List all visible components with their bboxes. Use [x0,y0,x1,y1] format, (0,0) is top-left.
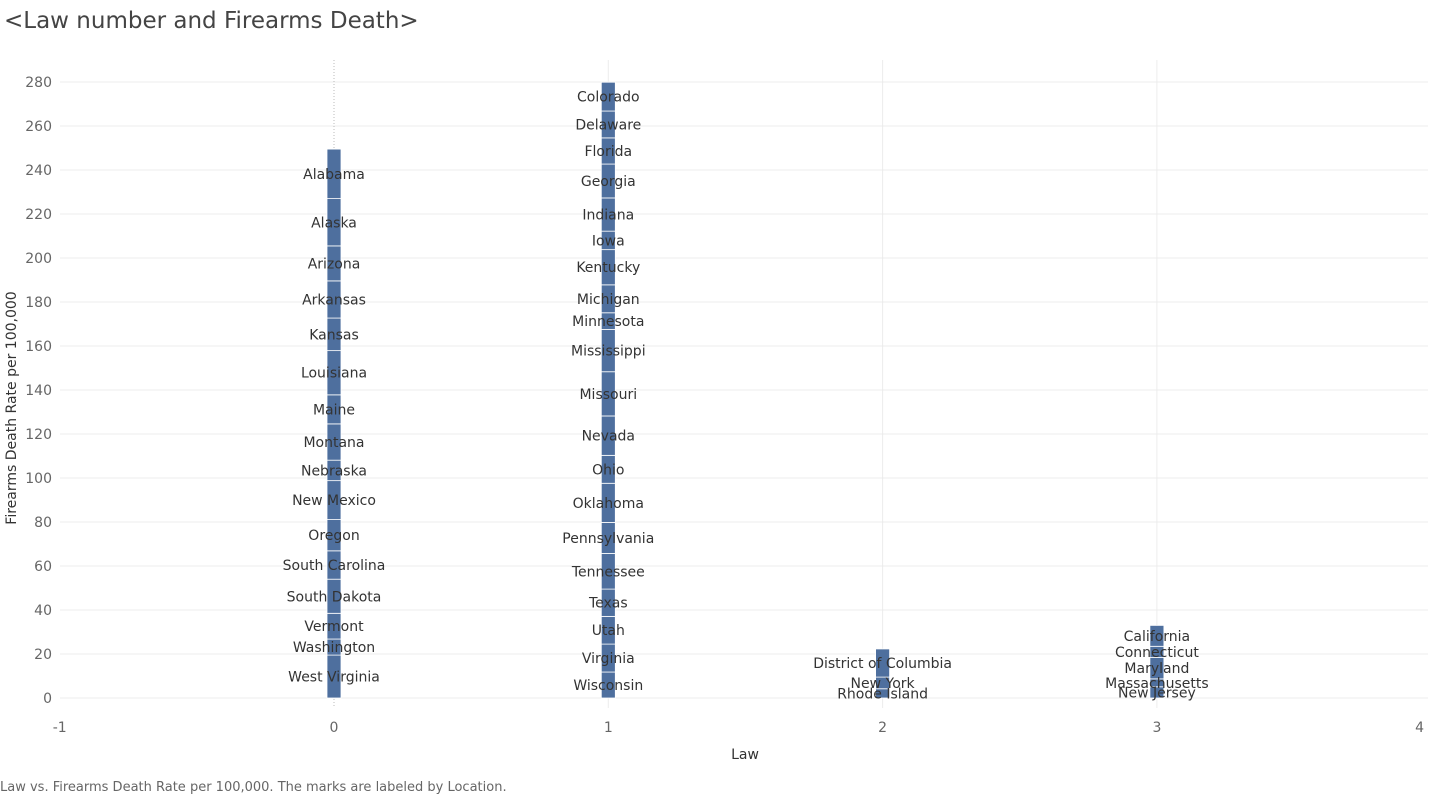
state-label: Alaska [311,215,357,231]
state-label: Michigan [577,292,640,308]
state-label: Louisiana [301,366,367,382]
x-tick-label: 2 [878,720,887,736]
state-label: Vermont [304,619,364,635]
state-label: Iowa [592,233,625,249]
state-label: Alabama [303,167,365,183]
x-tick-label: -1 [53,720,67,736]
y-tick-label: 80 [34,515,52,531]
y-tick-label: 260 [25,119,52,135]
x-tick-label: 4 [1415,720,1424,736]
state-label: South Carolina [283,558,386,574]
state-label: Colorado [577,90,640,106]
x-tick-label: 1 [604,720,613,736]
state-label: Oregon [308,528,359,544]
state-label: South Dakota [287,589,382,605]
y-tick-label: 160 [25,339,52,355]
state-label: Delaware [575,117,641,133]
state-label: Nebraska [301,463,367,479]
state-label: Missouri [579,387,637,403]
state-label: Arkansas [302,292,366,308]
state-label: Georgia [581,174,636,190]
state-label: Kansas [309,327,359,343]
state-label: Mississippi [571,344,646,360]
state-label: Ohio [592,462,624,478]
state-label: Wisconsin [573,678,643,694]
x-tick-label: 3 [1152,720,1161,736]
state-label: New Mexico [292,493,376,509]
state-label: District of Columbia [813,656,952,672]
state-label: Florida [584,144,632,160]
bar-segment [875,648,890,678]
state-label: Rhode Island [837,686,928,702]
state-label: Oklahoma [573,496,644,512]
y-tick-label: 200 [25,251,52,267]
chart-canvas: 020406080100120140160180200220240260280-… [4,60,1428,763]
state-label: Maryland [1124,661,1189,677]
x-tick-label: 0 [330,720,339,736]
state-label: Virginia [582,651,635,667]
state-label: West Virginia [288,670,380,686]
state-label: Tennessee [571,564,645,580]
y-tick-label: 120 [25,427,52,443]
y-tick-label: 180 [25,295,52,311]
y-axis-title: Firearms Death Rate per 100,000 [4,291,20,524]
state-label: New Jersey [1118,685,1196,701]
state-label: Pennsylvania [562,531,654,547]
y-tick-label: 240 [25,163,52,179]
y-tick-label: 0 [43,691,52,707]
state-label: Utah [592,623,625,639]
state-label: Washington [293,640,375,656]
state-label: Minnesota [572,314,644,330]
state-label: Nevada [582,429,635,445]
state-label: Montana [303,435,364,451]
bar-segment [1149,625,1165,647]
state-label: Connecticut [1115,645,1199,661]
state-label: Maine [313,402,355,418]
state-label: Indiana [582,208,634,224]
y-tick-label: 140 [25,383,52,399]
chart-title: <Law number and Firearms Death> [4,8,419,34]
state-label: Texas [588,596,628,612]
state-label: California [1124,629,1190,645]
chart-caption: Law vs. Firearms Death Rate per 100,000.… [0,780,507,795]
state-label: Kentucky [576,260,640,276]
y-tick-label: 60 [34,559,52,575]
y-tick-label: 40 [34,603,52,619]
bar-segment [600,81,616,112]
x-axis-title: Law [731,747,759,763]
y-tick-label: 20 [34,647,52,663]
state-label: Arizona [308,256,361,272]
bar-segment [326,148,342,200]
state-label: New York [851,676,916,692]
y-tick-label: 220 [25,207,52,223]
y-tick-label: 100 [25,471,52,487]
state-label: Massachusetts [1105,676,1208,692]
y-tick-label: 280 [25,75,52,91]
